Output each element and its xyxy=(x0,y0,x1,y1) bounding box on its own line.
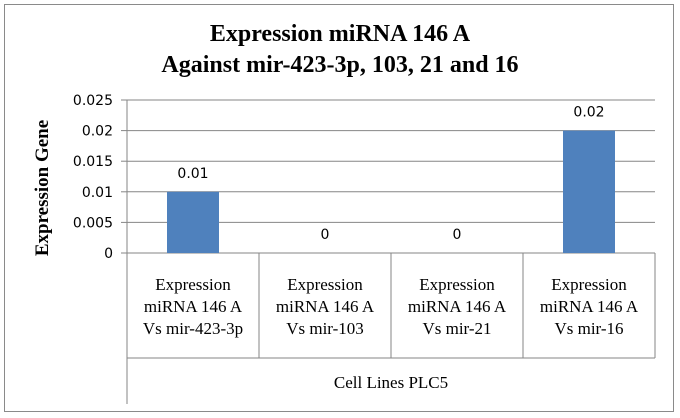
category-label-line: Expression xyxy=(419,275,495,294)
bar xyxy=(563,130,615,253)
category-label-line: miRNA 146 A xyxy=(408,297,507,316)
y-tick-label: 0.02 xyxy=(82,124,113,140)
data-label: 0.02 xyxy=(573,105,604,121)
category-label-line: Expression xyxy=(155,275,231,294)
category-label-line: miRNA 146 A xyxy=(540,297,639,316)
category-label-line: Expression xyxy=(551,275,627,294)
category-label-line: Vs mir-423-3p xyxy=(143,319,243,338)
y-tick-label: 0.01 xyxy=(82,185,113,201)
chart-title-line: Expression miRNA 146 A xyxy=(210,21,471,47)
data-label: 0 xyxy=(321,227,330,243)
category-label-line: Expression xyxy=(287,275,363,294)
category-label-line: Vs mir-103 xyxy=(286,319,364,338)
y-tick-label: 0 xyxy=(104,246,113,262)
category-label-line: Vs mir-16 xyxy=(554,319,623,338)
chart-frame xyxy=(4,4,674,412)
y-tick-label: 0.005 xyxy=(73,215,113,231)
y-axis-label: Expression Gene xyxy=(32,120,53,256)
category-label-line: miRNA 146 A xyxy=(144,297,243,316)
y-tick-label: 0.025 xyxy=(73,93,113,109)
category-label-line: miRNA 146 A xyxy=(276,297,375,316)
category-label-line: Vs mir-21 xyxy=(422,319,491,338)
chart-title-line: Against mir-423-3p, 103, 21 and 16 xyxy=(161,52,518,78)
y-tick-label: 0.015 xyxy=(73,154,113,170)
bar xyxy=(167,191,219,253)
data-label: 0 xyxy=(453,227,462,243)
x-axis-label: Cell Lines PLC5 xyxy=(334,373,448,392)
data-label: 0.01 xyxy=(177,166,208,182)
